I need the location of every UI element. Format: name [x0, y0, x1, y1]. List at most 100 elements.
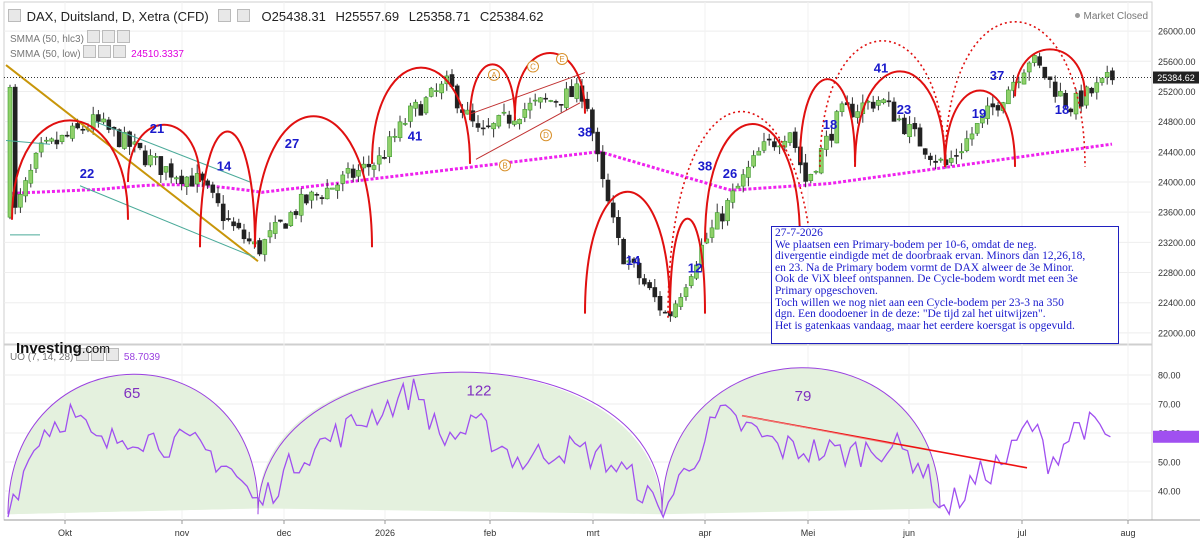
candle-body [423, 97, 429, 114]
candle-body [813, 170, 819, 173]
wave-label-circle [527, 60, 539, 73]
indicator-smma-low[interactable]: SMMA (50, low) 24510.3337 [10, 45, 184, 60]
candle-body [636, 262, 642, 279]
candle-body [616, 217, 621, 238]
close-icon[interactable] [116, 30, 130, 43]
candle-body [1016, 81, 1022, 84]
cycle-arc [944, 89, 1016, 167]
candle-body [127, 131, 132, 147]
uo-y-tick-label: 40.00 [1158, 487, 1181, 497]
candle-body [314, 194, 320, 196]
primary-arc-dotted [667, 111, 816, 318]
x-tick-label: apr [698, 528, 711, 538]
candle-body [829, 133, 834, 141]
y-tick-label: 22800.00 [1158, 268, 1196, 278]
indicator-smma-hlc3[interactable]: SMMA (50, hlc3) [10, 30, 132, 45]
candle-body [1089, 87, 1094, 94]
wave-label-circle [499, 159, 511, 172]
close-icon[interactable] [113, 45, 127, 58]
candle-body [116, 129, 122, 148]
indicator-smma-low-value: 24510.3337 [131, 49, 184, 60]
uo-last-tag [1153, 430, 1199, 443]
close-icon[interactable] [106, 348, 120, 361]
candle-body [1047, 76, 1053, 80]
candle-body [912, 123, 918, 130]
chart-header: DAX, Duitsland, D, Xetra (CFD) O25438.31… [8, 9, 543, 24]
wedge-lower-line [475, 102, 581, 160]
uo-line [7, 378, 1111, 519]
note-line: Toch willen we nog niet aan een Cycle-bo… [775, 296, 1064, 309]
wave-label: E [559, 55, 564, 64]
candle-body [267, 230, 273, 238]
candle-body [657, 296, 663, 311]
gear-icon[interactable] [101, 30, 115, 43]
candle-body [1058, 90, 1063, 97]
candle-body [678, 297, 684, 307]
uo-arc-label: 79 [795, 388, 812, 405]
candle-body [106, 119, 112, 130]
candle-body [1021, 72, 1027, 85]
x-tick-label: jun [902, 528, 915, 538]
collapse-icon[interactable] [8, 9, 21, 22]
status-dot-icon [1074, 13, 1080, 18]
market-status: Market Closed [1074, 11, 1148, 22]
candle-body [241, 229, 247, 240]
candle-body [662, 311, 668, 314]
candle-body [730, 190, 736, 203]
wedge-upper-line [469, 72, 586, 115]
candle-body [870, 101, 876, 109]
candle-body [803, 162, 808, 182]
indicator-uo-value: 58.7039 [123, 352, 161, 363]
candle-body [382, 157, 387, 159]
wave-label-circle [540, 129, 552, 142]
candle-body [397, 121, 403, 139]
cycle-label: 23 [897, 102, 911, 117]
candle-body [922, 148, 928, 155]
candle-body [782, 140, 788, 148]
open-value: O25438.31 [261, 9, 326, 24]
candle-body [761, 141, 767, 151]
eye-icon[interactable] [83, 45, 97, 58]
candle-body [974, 123, 980, 134]
cycle-arc [799, 78, 856, 163]
note-line: dgn. Een doodoener in de deze: "De tijd … [775, 308, 1046, 321]
candle-body [158, 156, 164, 175]
cycle-label: 21 [150, 121, 164, 136]
cycle-arc [371, 66, 471, 164]
candle-body [1006, 89, 1011, 105]
y-tick-label: 22400.00 [1158, 298, 1196, 308]
candle-body [163, 166, 169, 173]
y-tick-label: 23200.00 [1158, 238, 1196, 248]
wave-label-circle [556, 53, 568, 66]
candle-body [1026, 62, 1032, 73]
visibility-icon[interactable] [236, 9, 250, 22]
candle-body [23, 180, 28, 197]
candle-body [54, 139, 60, 145]
candle-body [740, 174, 746, 187]
candle-body [839, 103, 845, 113]
settings-icon[interactable] [218, 9, 232, 22]
gear-icon[interactable] [91, 348, 105, 361]
indicator-uo[interactable]: UO (7, 14, 28) 58.7039 [10, 348, 160, 363]
candle-body [288, 212, 294, 227]
note-line: divergentie eindigde met de doorbraak er… [775, 250, 1086, 263]
cycle-label: 41 [874, 61, 888, 76]
candle-body [153, 156, 158, 158]
candle-body [714, 212, 720, 230]
gear-icon[interactable] [98, 45, 112, 58]
uo-arc-label: 122 [466, 382, 491, 399]
candle-body [309, 191, 314, 201]
cycle-label: 12 [688, 261, 702, 276]
candle-body [298, 193, 304, 216]
eye-icon[interactable] [86, 30, 100, 43]
candle-body [278, 219, 283, 222]
candle-body [439, 83, 444, 94]
candle-body [673, 303, 678, 318]
eye-icon[interactable] [76, 348, 90, 361]
uo-y-tick-label: 80.00 [1158, 371, 1181, 381]
candle-body [1104, 72, 1110, 78]
candle-body [1037, 56, 1042, 66]
candle-body [272, 222, 278, 234]
uo-arc-label: 65 [124, 385, 141, 402]
